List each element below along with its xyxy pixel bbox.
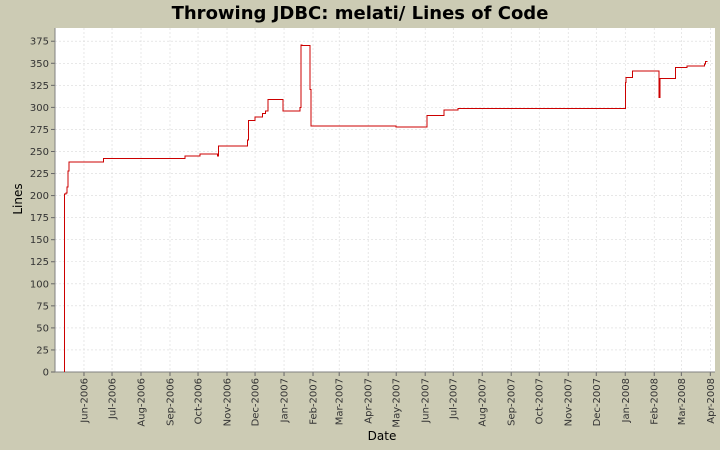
data-point (265, 110, 266, 111)
x-tick-label: Jul-2007 (449, 378, 460, 420)
y-tick-label: 0 (43, 368, 49, 379)
data-point (283, 110, 284, 111)
data-point (659, 78, 660, 79)
data-point (218, 146, 219, 147)
x-tick-label: Oct-2006 (194, 378, 205, 424)
data-point (64, 372, 65, 373)
y-tick-label: 250 (30, 147, 49, 158)
y-tick-label: 150 (30, 235, 49, 246)
x-tick-label: May-2007 (392, 378, 403, 428)
x-tick-label: Aug-2007 (478, 378, 489, 427)
x-tick-label: Feb-2007 (309, 378, 320, 425)
x-tick-label: Oct-2007 (535, 378, 546, 424)
data-point (396, 126, 397, 127)
x-axis: Jun-2006 Jul-2006 Aug-2006 Sep-2006 Oct-2006… (55, 371, 717, 428)
data-point (248, 120, 249, 121)
y-tick-label: 375 (30, 37, 49, 48)
data-point (64, 193, 65, 194)
data-point (311, 125, 312, 126)
y-axis: 0 25 50 75 100 125 150 175 200 225 250 275 300 325 350… (30, 28, 56, 379)
data-point (184, 155, 185, 156)
data-point (217, 155, 218, 156)
x-tick-label: Nov-2006 (223, 378, 234, 426)
data-point (310, 89, 311, 90)
x-tick-label: Aug-2006 (137, 378, 148, 427)
x-tick-label: Jun-2006 (79, 378, 90, 424)
x-tick-label: Mar-2007 (335, 378, 346, 425)
data-point (686, 65, 687, 66)
y-tick-label: 275 (30, 125, 49, 136)
y-tick-label: 75 (36, 301, 49, 312)
x-tick-label: Jul-2006 (108, 378, 119, 420)
data-point (704, 64, 705, 65)
y-tick-label: 225 (30, 169, 49, 180)
x-tick-label: Apr-2008 (706, 378, 717, 424)
x-axis-label: Date (368, 429, 397, 443)
data-point (675, 67, 676, 68)
data-point (626, 77, 627, 78)
x-tick-label: Dec-2006 (251, 378, 262, 426)
x-tick-label: Jun-2007 (421, 378, 432, 424)
data-point (67, 186, 68, 187)
x-tick-label: Mar-2008 (677, 378, 688, 425)
grid-lines (55, 28, 715, 373)
data-point (427, 115, 428, 116)
data-point (705, 61, 706, 62)
data-point (262, 113, 263, 114)
data-point (69, 162, 70, 163)
y-tick-label: 25 (36, 345, 49, 356)
y-tick-label: 125 (30, 257, 49, 268)
data-point (625, 82, 626, 83)
data-point (443, 110, 444, 111)
x-tick-label: Apr-2007 (364, 378, 375, 424)
y-tick-label: 325 (30, 81, 49, 92)
data-point (301, 45, 302, 46)
x-tick-label: Sep-2007 (507, 378, 518, 426)
x-tick-label: Jan-2007 (280, 378, 291, 423)
data-point (199, 154, 200, 155)
chart-title: Throwing JDBC: melati/ Lines of Code (172, 3, 549, 24)
series-line-0 (63, 44, 708, 372)
x-tick-label: Nov-2007 (564, 378, 575, 426)
y-axis-label: Lines (11, 183, 25, 214)
x-tick-label: Jan-2008 (621, 378, 632, 423)
data-point (247, 140, 248, 141)
data-point (66, 192, 67, 193)
data-point (658, 97, 659, 98)
data-point (268, 99, 269, 100)
data-point (68, 170, 69, 171)
y-tick-label: 350 (30, 59, 49, 70)
y-tick-label: 300 (30, 103, 49, 114)
data-point (255, 117, 256, 118)
data-point (300, 44, 301, 45)
y-tick-label: 200 (30, 191, 49, 202)
plot-area (55, 28, 715, 372)
series-layer (63, 44, 708, 373)
y-tick-label: 50 (36, 323, 49, 334)
data-point (103, 158, 104, 159)
x-tick-label: Sep-2006 (165, 378, 176, 426)
y-tick-label: 175 (30, 213, 49, 224)
data-point (632, 71, 633, 72)
y-tick-label: 100 (30, 279, 49, 290)
x-tick-label: Dec-2007 (592, 378, 603, 426)
x-tick-label: Feb-2008 (650, 378, 661, 425)
data-point (299, 107, 300, 108)
data-point (457, 108, 458, 109)
